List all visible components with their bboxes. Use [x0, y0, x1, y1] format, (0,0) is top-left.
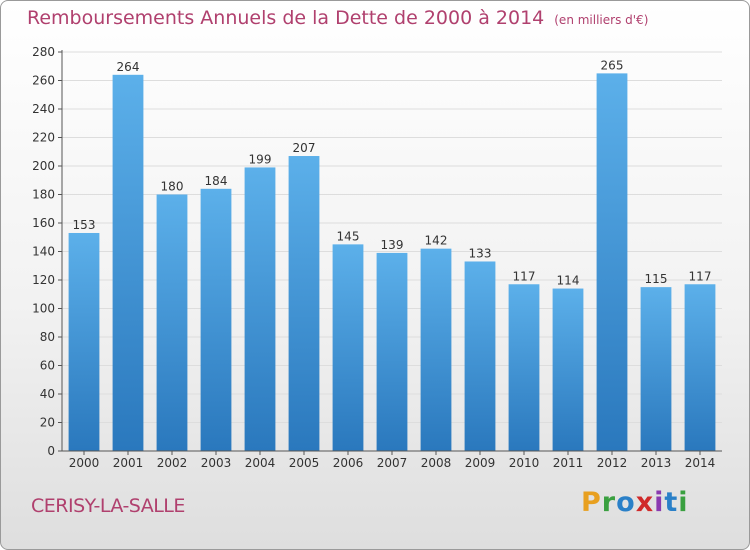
data-label: 207 — [293, 141, 316, 155]
data-label: 145 — [337, 229, 360, 243]
y-tick-label: 40 — [40, 387, 55, 401]
x-tick-label: 2012 — [597, 456, 628, 470]
y-tick-label: 20 — [40, 416, 55, 430]
x-tick-label: 2005 — [289, 456, 320, 470]
bar — [376, 252, 408, 451]
x-tick-label: 2010 — [509, 456, 540, 470]
data-label: 115 — [645, 272, 668, 286]
title-unit: (en milliers d'€) — [554, 13, 649, 27]
y-tick-label: 160 — [32, 216, 55, 230]
data-label: 133 — [469, 246, 492, 260]
y-tick-label: 260 — [32, 74, 55, 88]
x-tick-label: 2014 — [685, 456, 716, 470]
axis-layer: 0 20 40 60 80 100 120 140 160 180 200 220 240 260 280 2… — [32, 45, 722, 470]
bar — [596, 73, 628, 452]
y-tick-label: 280 — [32, 45, 55, 59]
bar-layer: 153 264 180 184 199 207 145 139 142 133 117 114 265 1… — [68, 58, 716, 452]
data-label: 153 — [73, 218, 96, 232]
y-tick-label: 0 — [47, 444, 55, 458]
bar — [684, 284, 716, 451]
y-tick-label: 240 — [32, 102, 55, 116]
y-tick-label: 120 — [32, 273, 55, 287]
data-label: 184 — [205, 174, 228, 188]
data-label: 180 — [161, 180, 184, 194]
data-label: 264 — [117, 60, 140, 74]
bar — [68, 232, 100, 451]
bar — [288, 156, 320, 451]
bar — [156, 194, 188, 451]
data-label: 117 — [689, 269, 712, 283]
y-tick-label: 200 — [32, 159, 55, 173]
y-tick-label: 180 — [32, 188, 55, 202]
x-tick-label: 2001 — [113, 456, 144, 470]
x-tick-label: 2004 — [245, 456, 276, 470]
bar — [332, 244, 364, 451]
x-tick-label: 2007 — [377, 456, 408, 470]
title-main: Remboursements Annuels de la Dette de 20… — [27, 7, 545, 29]
x-tick-label: 2008 — [421, 456, 452, 470]
x-tick-label: 2009 — [465, 456, 496, 470]
x-tick-label: 2013 — [641, 456, 672, 470]
data-label: 114 — [557, 274, 580, 288]
x-tick-label: 2000 — [69, 456, 100, 470]
data-label: 117 — [513, 269, 536, 283]
y-tick-label: 140 — [32, 245, 55, 259]
data-label: 265 — [601, 58, 624, 72]
bar — [244, 167, 276, 451]
data-label: 139 — [381, 238, 404, 252]
bar — [200, 188, 232, 452]
bar — [112, 74, 144, 452]
bar — [464, 261, 496, 451]
y-tick-label: 100 — [32, 302, 55, 316]
proxiti-logo: Proxiti — [581, 487, 689, 518]
y-tick-label: 80 — [40, 330, 55, 344]
x-tick-label: 2011 — [553, 456, 584, 470]
bar — [420, 248, 452, 451]
y-tick-label: 220 — [32, 131, 55, 145]
bar — [640, 287, 672, 452]
data-label: 199 — [249, 152, 272, 166]
data-label: 142 — [425, 234, 448, 248]
x-tick-label: 2002 — [157, 456, 188, 470]
y-tick-label: 60 — [40, 359, 55, 373]
commune-name: CERISY-LA-SALLE — [31, 495, 185, 517]
chart-title: Remboursements Annuels de la Dette de 20… — [27, 7, 648, 29]
bar — [552, 288, 584, 451]
bar — [508, 284, 540, 451]
x-tick-label: 2003 — [201, 456, 232, 470]
x-tick-label: 2006 — [333, 456, 364, 470]
